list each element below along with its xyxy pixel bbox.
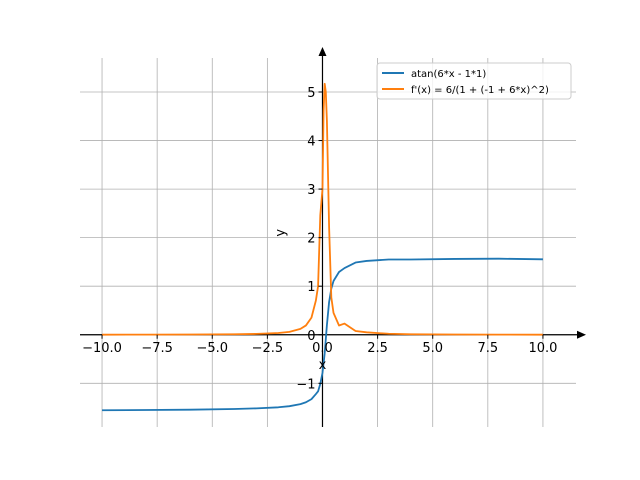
y-tick-label: 2 — [307, 232, 315, 247]
axes — [80, 47, 586, 427]
x-tick-label: 10.0 — [528, 341, 557, 356]
y-tick-label: −1 — [296, 377, 315, 392]
y-axis-label: y — [273, 229, 288, 237]
legend-box — [376, 62, 572, 100]
grid — [80, 58, 576, 427]
ticks: −10.0 −7.5 −5.0 −2.5 0.0 2.5 5.0 7.5 10.0 −1 0 1 2 3 4… — [82, 86, 557, 392]
x-tick-label: 5.0 — [422, 341, 443, 356]
x-tick-label: −7.5 — [141, 341, 173, 356]
x-tick-label: −2.5 — [252, 341, 284, 356]
y-tick-label: 5 — [307, 86, 315, 101]
y-axis-arrow — [318, 47, 327, 56]
x-tick-label: 0.0 — [312, 341, 333, 356]
x-tick-label: 7.5 — [477, 341, 498, 356]
x-tick-label: −5.0 — [196, 341, 228, 356]
legend-label-series-1: f'(x) = 6/(1 + (-1 + 6*x)^2) — [411, 85, 549, 96]
x-tick-label: 2.5 — [367, 341, 388, 356]
x-tick-label: −10.0 — [82, 341, 122, 356]
y-tick-label: 4 — [307, 135, 315, 150]
y-tick-label: 1 — [307, 280, 315, 295]
legend-label-series-0: atan(6*x - 1*1) — [411, 69, 486, 80]
y-tick-label: 0 — [307, 329, 315, 344]
series-line-1 — [102, 82, 543, 336]
legend: atan(6*x - 1*1) f'(x) = 6/(1 + (-1 + 6*x… — [376, 62, 572, 100]
x-axis-arrow — [577, 330, 586, 339]
series-layer — [102, 82, 543, 412]
y-tick-label: 3 — [307, 183, 315, 198]
x-axis-label: x — [319, 358, 327, 373]
series-line-0 — [102, 257, 543, 412]
